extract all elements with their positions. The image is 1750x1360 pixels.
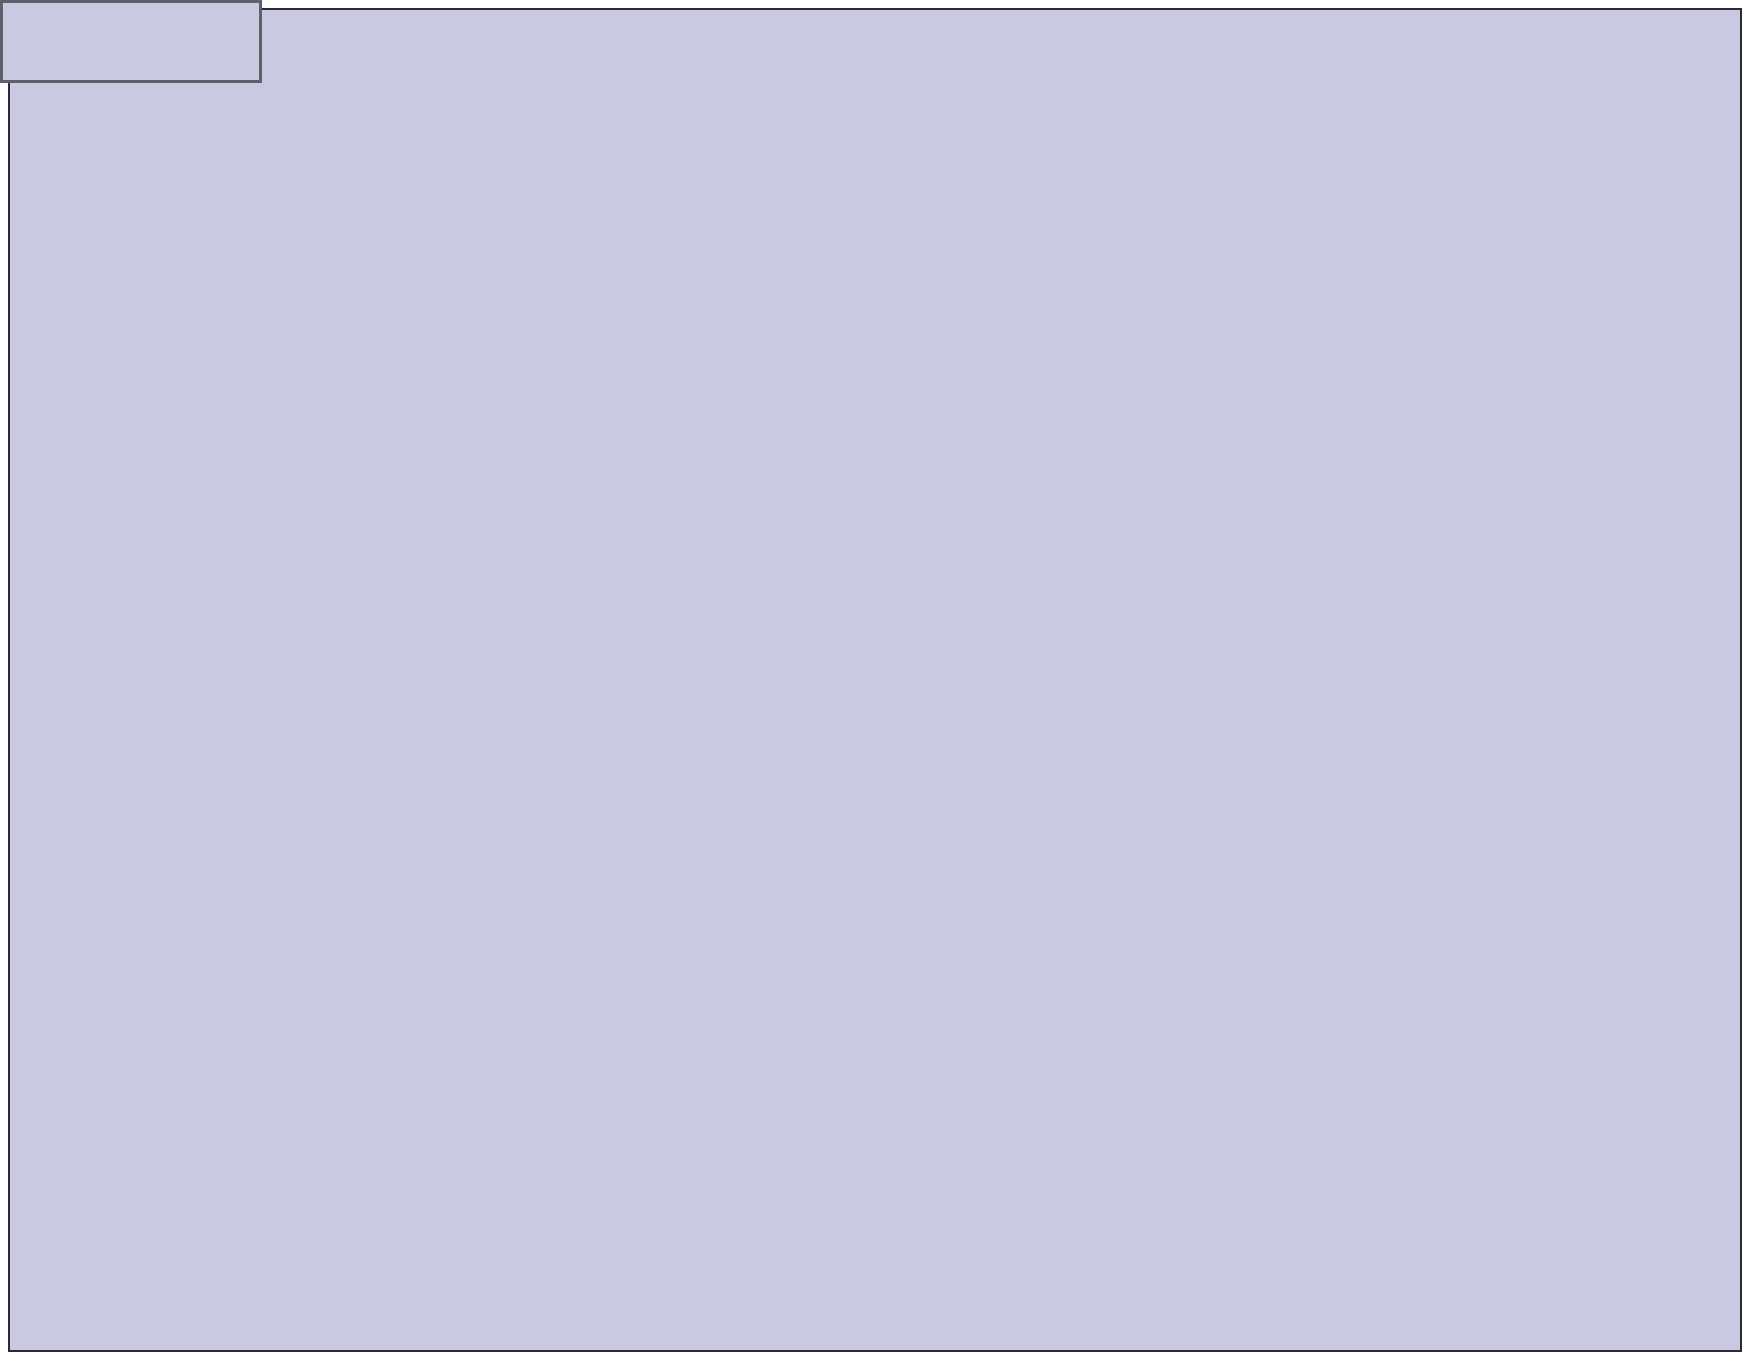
- legend-box: [0, 0, 262, 83]
- figure-panel: [8, 8, 1742, 1352]
- legend-gradient-bar: [31, 26, 231, 72]
